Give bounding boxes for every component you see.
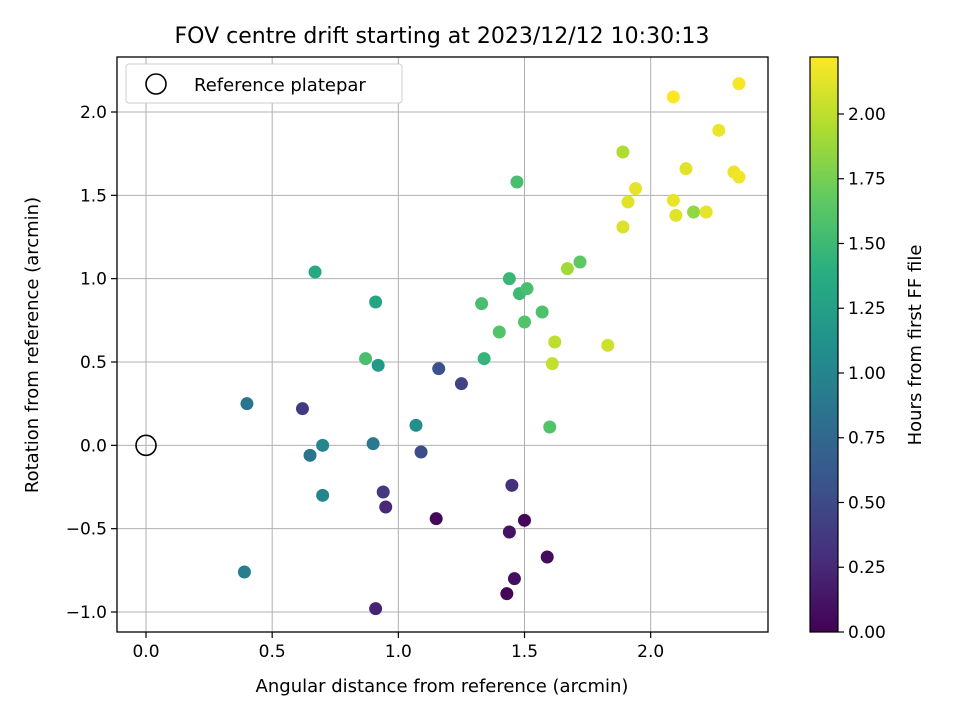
data-point (366, 437, 380, 451)
data-point (540, 550, 554, 564)
colorbar-label: Hours from first FF file (905, 245, 926, 446)
data-point (432, 362, 446, 376)
chart-title: FOV centre drift starting at 2023/12/12 … (175, 24, 710, 49)
data-point (379, 500, 393, 514)
data-point (303, 448, 317, 462)
data-point (414, 445, 428, 459)
colorbar-tick-label: 0.00 (848, 623, 886, 643)
data-point (500, 587, 514, 601)
data-point (477, 352, 491, 366)
y-tick-label: 1.0 (80, 270, 107, 290)
data-point (560, 262, 574, 276)
x-axis-label: Angular distance from reference (arcmin) (256, 676, 629, 697)
legend-marker-icon (145, 73, 167, 95)
data-point (573, 255, 587, 269)
data-point (295, 402, 309, 416)
x-tick-label: 1.0 (385, 642, 412, 662)
data-point (502, 272, 516, 286)
colorbar-ticks: 0.00 0.25 0.50 0.75 1.00 1.25 1.50 1.75 2.00 (838, 105, 886, 643)
data-point (505, 478, 519, 492)
colorbar-tick-label: 0.50 (848, 493, 886, 513)
x-tick-label: 2.0 (637, 642, 664, 662)
legend: Reference platepar (125, 63, 403, 104)
y-tick-label: 1.5 (80, 186, 107, 206)
data-point (518, 513, 532, 527)
x-tick-label: 1.5 (511, 642, 538, 662)
data-point (666, 90, 680, 104)
colorbar-tick-label: 1.25 (848, 299, 886, 319)
colorbar-tick-label: 1.50 (848, 234, 886, 254)
data-point (520, 282, 534, 296)
data-point (616, 145, 630, 159)
data-points (237, 77, 746, 616)
data-point (732, 170, 746, 184)
x-tick-label: 0.0 (132, 642, 159, 662)
data-point (535, 305, 549, 319)
data-point (316, 438, 330, 452)
data-point (371, 358, 385, 372)
data-point (712, 123, 726, 137)
data-point (369, 295, 383, 309)
x-axis-ticks: 0.0 0.5 1.0 1.5 2.0 (132, 632, 664, 662)
colorbar-tick-label: 0.75 (848, 429, 886, 449)
data-point (510, 175, 524, 189)
data-point (359, 352, 373, 366)
data-point (616, 220, 630, 234)
data-point (316, 488, 330, 502)
plot-area-frame (116, 56, 769, 633)
legend-box (125, 63, 403, 104)
colorbar-tick-label: 2.00 (848, 105, 886, 125)
y-tick-label: −1.0 (66, 603, 107, 623)
data-point (492, 325, 506, 339)
y-tick-label: 0.5 (80, 353, 107, 373)
data-point (376, 485, 390, 499)
data-point (679, 162, 693, 176)
colorbar-tick-label: 1.75 (848, 170, 886, 190)
data-point (502, 525, 516, 539)
data-point (409, 418, 423, 432)
data-point (669, 208, 683, 222)
y-axis-ticks: −1.0 −0.5 0.0 0.5 1.0 1.5 2.0 (66, 103, 117, 623)
y-axis-label: Rotation from reference (arcmin) (22, 197, 43, 493)
data-point (369, 602, 383, 616)
data-point (699, 205, 713, 219)
data-point (518, 315, 532, 329)
reference-platepar-marker (135, 434, 157, 457)
data-point (237, 565, 251, 579)
colorbar (809, 56, 839, 633)
y-tick-label: −0.5 (66, 520, 107, 540)
colorbar-tick-label: 1.00 (848, 364, 886, 384)
data-point (507, 572, 521, 586)
y-tick-label: 2.0 (80, 103, 107, 123)
y-tick-label: 0.0 (80, 436, 107, 456)
data-point (629, 182, 643, 196)
data-point (475, 297, 489, 311)
data-point (732, 77, 746, 91)
data-point (687, 205, 701, 219)
colorbar-tick-label: 0.25 (848, 558, 886, 578)
x-tick-label: 0.5 (259, 642, 286, 662)
data-point (545, 357, 559, 371)
data-point (240, 397, 254, 411)
data-point (601, 338, 615, 352)
data-point (666, 193, 680, 207)
data-point (543, 420, 557, 434)
data-point (429, 512, 443, 526)
data-point (308, 265, 322, 279)
data-point (454, 377, 468, 391)
data-point (621, 195, 635, 209)
data-point (548, 335, 562, 349)
grid (117, 57, 768, 632)
legend-label: Reference platepar (194, 75, 366, 96)
